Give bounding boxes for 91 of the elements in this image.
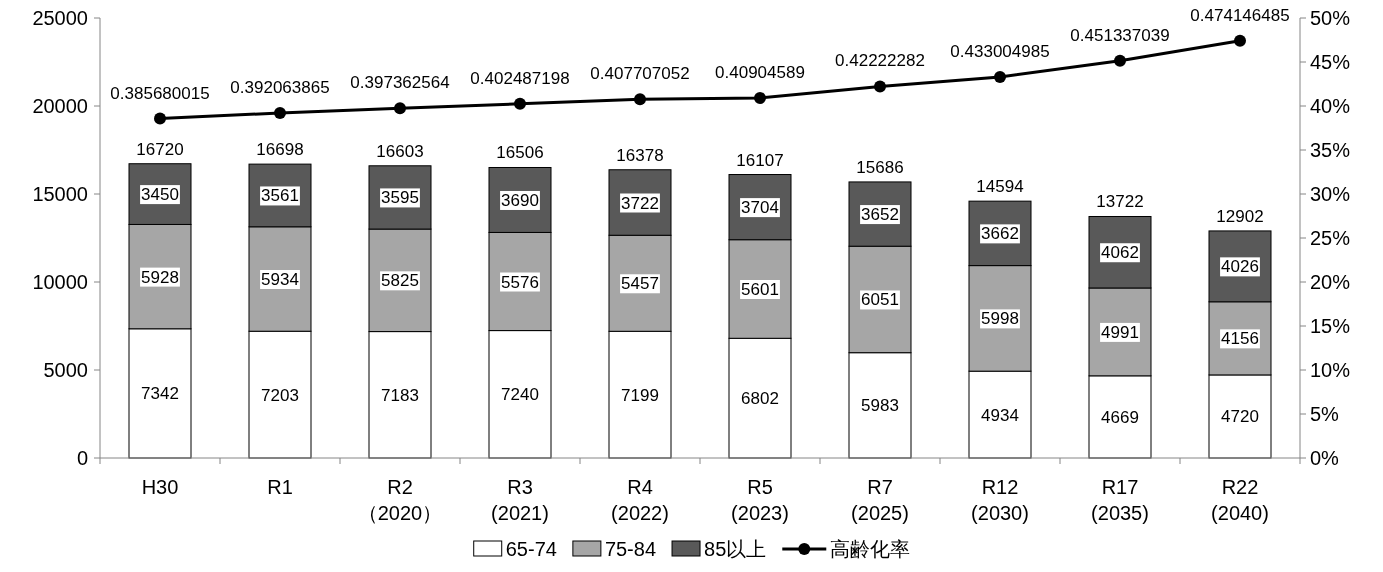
x-tick-label: R4 (2022) (611, 476, 669, 524)
data-label: 5601 (741, 280, 779, 299)
total-label: 12902 (1216, 206, 1264, 226)
data-label: 4991 (1101, 322, 1139, 342)
y2-tick-label: 45% (1310, 51, 1351, 73)
data-label: 5983 (861, 396, 899, 416)
point (274, 106, 286, 119)
total-label: 16603 (376, 141, 424, 161)
total-label: 13722 (1096, 192, 1144, 212)
data-label: 3662 (981, 224, 1019, 244)
total-label: 16698 (256, 140, 304, 160)
point (874, 80, 886, 93)
data-label: 3652 (861, 205, 899, 225)
data-label: 4934 (981, 405, 1019, 425)
data-label: 5576 (501, 272, 539, 292)
y2-tick-label: 15% (1310, 315, 1351, 337)
data-label: 4062 (1101, 243, 1139, 263)
data-label: 3561 (261, 186, 299, 206)
y2-tick-label: 10% (1310, 359, 1351, 381)
y-tick-label: 15000 (32, 183, 88, 205)
x-tick-label: R17 (2035) (1091, 476, 1149, 524)
data-label: 0.474146485 (1190, 5, 1290, 25)
data-label: 7199 (621, 385, 659, 405)
total-label: 15686 (856, 157, 904, 177)
total-label: 16378 (616, 145, 664, 165)
y-tick-label: 5000 (43, 359, 88, 381)
data-label: 5998 (981, 309, 1019, 329)
data-label: 3722 (621, 193, 659, 213)
x-tick-label: R5 (2023) (731, 476, 789, 524)
point (994, 70, 1006, 83)
legend-label: 65-74 (505, 538, 557, 560)
data-label: 5825 (381, 271, 419, 291)
y2-tick-label: 35% (1310, 139, 1351, 161)
x-tick-label: R2 （2020） (357, 476, 443, 524)
y-tick-label: 20000 (32, 95, 88, 117)
legend-label: 75-84 (604, 538, 657, 560)
y2-tick-label: 30% (1310, 183, 1351, 205)
data-label: 0.433004985 (950, 41, 1050, 61)
y2-tick-label: 40% (1310, 95, 1351, 117)
data-label: 0.40904589 (715, 63, 805, 83)
data-label: 4156 (1221, 329, 1259, 349)
total-label: 14594 (976, 177, 1024, 197)
total-label: 16107 (736, 150, 784, 170)
legend-label: 高齢化率 (830, 538, 911, 560)
point (634, 93, 646, 106)
data-label: 7183 (381, 385, 419, 405)
y2-tick-label: 50% (1310, 7, 1351, 29)
point (1234, 34, 1246, 47)
data-label: 0.407707052 (590, 64, 690, 84)
total-label: 16720 (136, 139, 184, 159)
x-tick-label: H30 (141, 476, 179, 498)
y2-tick-label: 25% (1310, 227, 1351, 249)
data-label: 0.397362564 (350, 73, 450, 93)
data-label: 0.451337039 (1070, 25, 1170, 45)
data-label: 3450 (141, 185, 179, 205)
data-label: 4026 (1221, 257, 1259, 277)
y-tick-label: 0 (76, 447, 88, 469)
point (514, 97, 526, 110)
data-label: 0.392063865 (230, 77, 330, 97)
y2-tick-label: 0% (1310, 447, 1340, 469)
y2-tick-label: 20% (1310, 271, 1351, 293)
data-label: 7240 (501, 385, 539, 405)
legend-label: 85以上 (704, 538, 767, 560)
data-label: 4720 (1221, 407, 1259, 427)
data-label: 5934 (261, 270, 299, 290)
x-tick-label: R1 (267, 476, 293, 498)
data-label: 0.42222282 (835, 51, 925, 71)
data-label: 6802 (741, 389, 779, 409)
x-tick-label: R7 (2025) (851, 476, 909, 524)
y-tick-label: 25000 (32, 7, 88, 29)
total-label: 16506 (496, 143, 544, 163)
y-tick-label: 10000 (32, 271, 88, 293)
data-label: 5457 (621, 274, 659, 294)
y2-tick-label: 5% (1310, 403, 1340, 425)
data-label: 3595 (381, 188, 419, 208)
data-label: 4669 (1101, 407, 1139, 427)
point (394, 102, 406, 115)
data-label: 5928 (141, 267, 179, 287)
point (754, 92, 766, 105)
data-label: 7203 (261, 385, 299, 405)
x-tick-label: R12 (2030) (971, 476, 1029, 524)
data-label: 0.402487198 (470, 68, 570, 88)
data-label: 3690 (501, 190, 539, 210)
point (1114, 54, 1126, 67)
data-label: 7342 (141, 384, 179, 404)
data-label: 0.385680015 (110, 83, 210, 103)
x-tick-label: R3 (2021) (491, 476, 549, 524)
data-label: 6051 (861, 290, 899, 310)
x-tick-label: R22 (2040) (1211, 476, 1269, 524)
point (154, 112, 166, 125)
data-label: 3704 (741, 198, 779, 218)
